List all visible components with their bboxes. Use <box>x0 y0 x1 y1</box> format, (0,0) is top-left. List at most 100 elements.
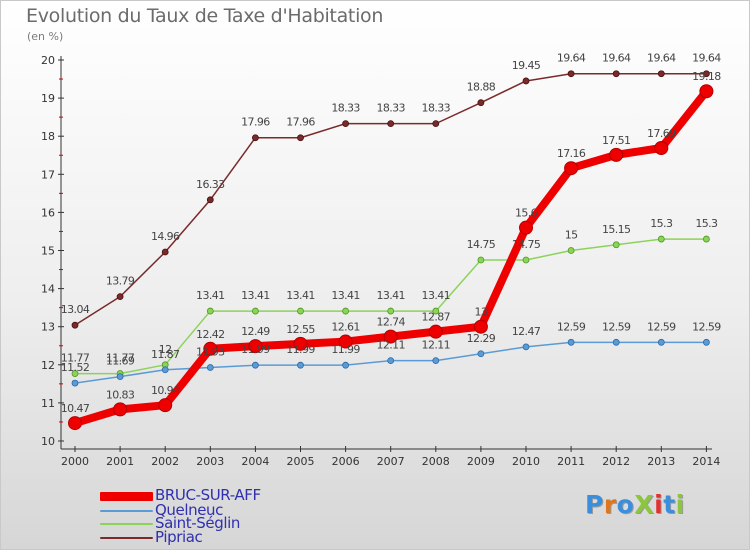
data-label-pipriac: 19.64 <box>602 52 631 65</box>
legend-label: BRUC-SUR-AFF <box>155 486 261 504</box>
data-point-pipriac <box>387 120 395 128</box>
y-tick-label: 14 <box>41 283 55 296</box>
data-point-pipriac <box>297 134 304 142</box>
data-label-bruc-sur-aff: 17.69 <box>647 127 676 140</box>
data-label-bruc-sur-aff: 12.42 <box>196 328 225 341</box>
data-point-bruc-sur-aff <box>609 147 624 162</box>
data-label-pipriac: 19.64 <box>557 52 586 65</box>
data-point-saint-s-glin <box>477 256 485 264</box>
legend-swatch <box>100 491 153 501</box>
x-tick-label: 2001 <box>106 455 134 468</box>
x-tick-label: 2006 <box>332 455 360 468</box>
data-point-quelneuc <box>161 366 169 374</box>
data-point-pipriac <box>703 70 710 78</box>
x-tick-label: 2008 <box>422 455 450 468</box>
y-tick-label: 20 <box>41 54 55 67</box>
data-label-quelneuc: 12.59 <box>692 320 721 333</box>
data-point-saint-s-glin <box>567 247 575 254</box>
data-point-saint-s-glin <box>703 235 710 243</box>
data-point-quelneuc <box>612 338 620 346</box>
data-label-bruc-sur-aff: 12.49 <box>241 325 270 338</box>
data-label-quelneuc: 11.93 <box>196 345 225 358</box>
data-label-pipriac: 13.04 <box>61 303 90 316</box>
data-label-quelneuc: 11.99 <box>286 343 315 356</box>
logo-letter: i <box>675 490 685 519</box>
data-point-pipriac <box>71 321 79 329</box>
proxiti-logo: ProXiti <box>585 490 685 519</box>
data-label-pipriac: 16.33 <box>196 178 225 191</box>
legend-label: Quelneuc <box>155 501 223 519</box>
y-tick-label: 15 <box>41 245 55 258</box>
data-point-pipriac <box>251 134 259 142</box>
data-label-quelneuc: 11.52 <box>61 361 90 374</box>
data-label-saint-s-glin: 14.75 <box>467 238 496 251</box>
data-label-quelneuc: 12.11 <box>376 339 405 352</box>
legend-label: Saint-Séglin <box>155 514 240 532</box>
data-label-saint-s-glin: 15.3 <box>650 217 673 230</box>
x-tick-label: 2011 <box>557 455 585 468</box>
data-point-quelneuc <box>432 357 440 365</box>
data-label-quelneuc: 11.99 <box>331 343 360 356</box>
data-point-bruc-sur-aff <box>519 220 533 235</box>
data-point-quelneuc <box>387 357 395 365</box>
data-label-saint-s-glin: 15 <box>565 229 578 242</box>
y-tick-label: 10 <box>41 435 55 448</box>
data-label-saint-s-glin: 11.77 <box>106 352 135 365</box>
data-label-pipriac: 17.96 <box>286 116 315 129</box>
data-label-quelneuc: 12.29 <box>467 332 496 345</box>
x-tick-label: 2003 <box>196 455 224 468</box>
data-label-quelneuc: 12.59 <box>647 320 676 333</box>
data-label-bruc-sur-aff: 10.94 <box>151 384 180 397</box>
legend-swatch <box>100 510 153 512</box>
data-point-quelneuc <box>657 338 665 346</box>
data-label-bruc-sur-aff: 17.16 <box>557 147 586 160</box>
data-point-saint-s-glin <box>657 235 665 243</box>
data-point-quelneuc <box>522 343 530 351</box>
y-tick-label: 13 <box>41 321 55 334</box>
x-tick-label: 2012 <box>602 455 630 468</box>
data-label-saint-s-glin: 11.77 <box>61 352 90 365</box>
data-point-saint-s-glin <box>432 307 440 315</box>
logo-letter: o <box>616 490 635 519</box>
x-tick-label: 2005 <box>287 455 315 468</box>
x-tick-label: 2004 <box>241 455 269 468</box>
data-label-pipriac: 13.79 <box>106 275 135 288</box>
data-label-quelneuc: 11.99 <box>241 343 270 356</box>
data-label-quelneuc: 12.47 <box>512 325 541 338</box>
data-point-bruc-sur-aff <box>158 398 173 413</box>
data-point-pipriac <box>657 70 665 78</box>
data-label-pipriac: 19.64 <box>647 52 676 65</box>
data-point-pipriac <box>116 293 124 301</box>
data-label-quelneuc: 12.59 <box>557 320 586 333</box>
data-point-bruc-sur-aff <box>203 341 218 356</box>
x-tick-label: 2014 <box>692 455 720 468</box>
data-point-bruc-sur-aff <box>338 334 353 349</box>
data-label-pipriac: 14.96 <box>151 230 180 243</box>
axes: 10 11 12 13 14 15 16 17 18 19 20 2000 2001 2002 2003 20… <box>41 54 720 468</box>
data-point-saint-s-glin <box>251 307 259 315</box>
data-point-saint-s-glin <box>387 307 395 315</box>
data-label-pipriac: 19.64 <box>692 52 721 65</box>
data-label-quelneuc: 11.87 <box>151 348 180 361</box>
data-point-saint-s-glin <box>71 370 79 377</box>
data-label-bruc-sur-aff: 10.83 <box>106 388 135 401</box>
data-point-pipriac <box>522 77 530 85</box>
legend-label: Pipriac <box>155 528 203 546</box>
series-layer <box>68 70 714 431</box>
data-point-bruc-sur-aff <box>564 161 579 176</box>
data-label-pipriac: 18.33 <box>422 102 451 115</box>
data-point-quelneuc <box>297 361 304 369</box>
x-tick-label: 2000 <box>61 455 89 468</box>
y-tick-label: 19 <box>41 92 55 105</box>
data-label-saint-s-glin: 13.41 <box>196 289 225 302</box>
data-point-quelneuc <box>71 379 79 387</box>
x-tick-label: 2009 <box>467 455 495 468</box>
data-label-pipriac: 17.96 <box>241 116 270 129</box>
data-label-saint-s-glin: 15.3 <box>695 217 718 230</box>
data-point-pipriac <box>477 99 485 107</box>
logo-letter: X <box>634 490 655 519</box>
data-point-bruc-sur-aff <box>113 402 128 417</box>
y-tick-label: 11 <box>41 397 55 410</box>
data-label-saint-s-glin: 15.15 <box>602 223 631 236</box>
